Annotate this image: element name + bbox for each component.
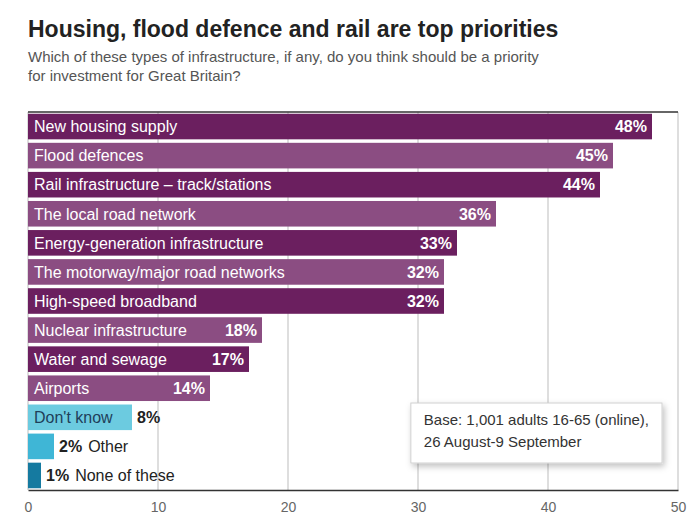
data-label: 17%	[212, 351, 244, 368]
tick: 20	[281, 490, 297, 515]
tick: 0	[25, 490, 33, 515]
data-label: 2%	[59, 438, 82, 455]
data-label: 32%	[407, 264, 439, 281]
bar	[28, 317, 262, 343]
tick-label: 50	[671, 499, 687, 515]
annotation-text: 26 August-9 September	[424, 433, 582, 450]
chart: Housing, flood defence and rail are top …	[0, 0, 700, 530]
bar	[28, 434, 54, 460]
data-label: 33%	[420, 235, 452, 252]
tick: 50	[671, 490, 687, 515]
data-label: 18%	[225, 322, 257, 339]
bar	[28, 230, 457, 256]
bar	[28, 463, 41, 489]
bar	[28, 375, 210, 401]
annotation: Base: 1,001 adults 16-65 (online), 26 Aug…	[411, 403, 662, 463]
data-label: 36%	[459, 206, 491, 223]
category-label: Water and sewage	[34, 351, 167, 368]
bar	[28, 114, 652, 140]
grid-line	[678, 112, 679, 490]
category-label: Airports	[34, 380, 89, 397]
tick: 40	[541, 490, 557, 515]
tick-label: 20	[281, 499, 297, 515]
bar	[28, 405, 132, 431]
category-label: Nuclear infrastructure	[34, 322, 187, 339]
bars	[28, 114, 652, 489]
grid	[28, 112, 678, 490]
category-label: Other	[88, 438, 129, 455]
annotation-text: Base: 1,001 adults 16-65 (online),	[424, 411, 649, 428]
annotation-box	[411, 403, 662, 463]
category-label: The local road network	[34, 206, 197, 223]
bar	[28, 259, 444, 285]
data-label: 14%	[173, 380, 205, 397]
axis-line	[29, 490, 679, 492]
bar	[28, 346, 249, 372]
data-label: 48%	[615, 118, 647, 135]
category-label: Rail infrastructure – track/stations	[34, 176, 271, 193]
data-label: 45%	[576, 147, 608, 164]
tick: 30	[411, 490, 427, 515]
category-label: None of these	[75, 467, 175, 484]
data-label: 32%	[407, 293, 439, 310]
category-label: Don't know	[34, 409, 113, 426]
data-label: 8%	[137, 409, 160, 426]
data-label: 1%	[46, 467, 69, 484]
tick-label: 0	[25, 499, 33, 515]
tick-label: 10	[151, 499, 167, 515]
category-label: High-speed broadband	[34, 293, 197, 310]
subtitle: Which of these types of infrastructure, …	[28, 48, 539, 65]
bar	[28, 288, 444, 314]
x-axis: 0 10 20 30 40 50	[25, 490, 687, 515]
bar	[28, 172, 600, 198]
top-rule	[28, 111, 678, 113]
bar	[28, 201, 496, 227]
title: Housing, flood defence and rail are top …	[28, 16, 558, 42]
tick-label: 30	[411, 499, 427, 515]
tick-label: 40	[541, 499, 557, 515]
bar	[28, 143, 613, 169]
tick: 10	[151, 490, 167, 515]
subtitle: for investment for Great Britain?	[28, 67, 241, 84]
category-label: Flood defences	[34, 147, 143, 164]
category-label: Energy-generation infrastructure	[34, 235, 264, 252]
category-label: New housing supply	[34, 118, 177, 135]
category-label: The motorway/major road networks	[34, 264, 285, 281]
data-label: 44%	[563, 176, 595, 193]
